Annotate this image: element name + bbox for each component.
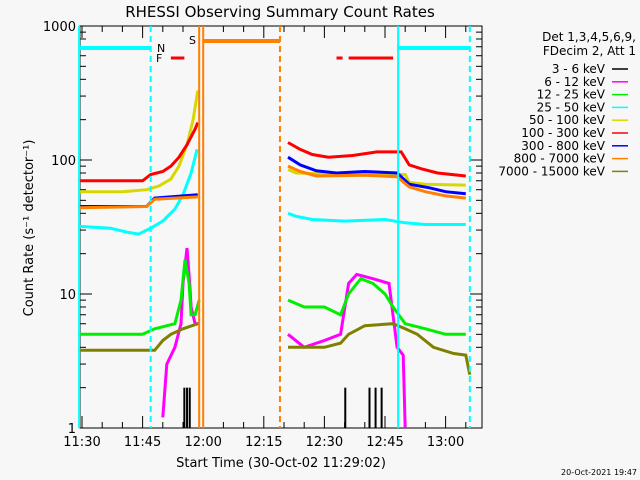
x-tick-label: 12:45 [366, 435, 403, 450]
x-tick-label: 12:00 [184, 435, 221, 450]
series-line-700015000kev-kev [78, 322, 199, 352]
saa-label: S [189, 34, 196, 47]
x-tick-label: 13:00 [427, 435, 464, 450]
footer-timestamp: 20-Oct-2021 19:47 [561, 468, 637, 477]
x-axis-label: Start Time (30-Oct-02 11:29:02) [176, 456, 386, 471]
series-line-1225kev-kev [287, 276, 466, 336]
x-tick-label: 11:45 [124, 435, 161, 450]
y-tick-label: 1 [68, 422, 76, 437]
legend-label: 6 - 12 keV [544, 75, 606, 89]
y-tick-label: 100 [51, 154, 76, 169]
x-tick-label: 11:30 [63, 435, 100, 450]
axes-frame [79, 25, 483, 429]
series-line-2550kev-kev [287, 211, 466, 226]
legend-label: 7000 - 15000 keV [498, 164, 605, 178]
legend-label: 300 - 800 keV [521, 139, 605, 153]
series-line-100300kev-kev [78, 122, 200, 183]
y-tick-label: 10 [59, 288, 76, 303]
y-tick-label: 1000 [43, 20, 76, 35]
flare-label: F [156, 52, 162, 65]
y-axis-label: Count Rate (s⁻¹ detector⁻¹) [22, 140, 37, 317]
chart-title: RHESSI Observing Summary Count Rates [125, 3, 435, 21]
legend-label: 25 - 50 keV [537, 100, 606, 114]
series-line-2550kev-kev [78, 149, 199, 236]
series-line-1225kev-kev [78, 259, 201, 336]
series-line-612kev-kev [287, 272, 407, 429]
series-line-700015000kev-kev [288, 322, 472, 375]
legend-label: 50 - 100 keV [529, 113, 606, 127]
series-line-300800kev-kev [287, 155, 466, 196]
series-line-8007000kev-kev [78, 195, 198, 210]
series-line-50100kev-kev [287, 168, 466, 187]
plot-area: 1 10 100 1000 11:30 11:45 12:00 12:15 12:30 12:45… [43, 20, 483, 450]
series-line-8007000kev-kev [287, 164, 466, 200]
legend-label: 100 - 300 keV [521, 126, 605, 140]
legend-title-line-1: Det 1,3,4,5,6,9, [542, 30, 636, 44]
x-tick-label: 12:15 [245, 435, 282, 450]
series-line-50100kev-kev [78, 90, 200, 194]
legend-title-line-2: FDecim 2, Att 1 [543, 44, 636, 58]
legend-label: 12 - 25 keV [537, 88, 606, 102]
legend-label: 800 - 7000 keV [514, 152, 606, 166]
night-label: N [157, 42, 165, 55]
x-tick-label: 12:30 [306, 435, 343, 450]
series-line-100300kev-kev [287, 141, 466, 178]
series-line-612kev-kev [161, 247, 200, 418]
legend-label: 3 - 6 keV [552, 62, 606, 76]
